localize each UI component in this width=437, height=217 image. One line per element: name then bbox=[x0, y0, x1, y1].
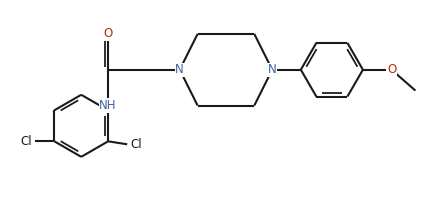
Text: Cl: Cl bbox=[130, 138, 142, 151]
Text: Cl: Cl bbox=[21, 135, 32, 148]
Text: O: O bbox=[104, 27, 113, 40]
Text: N: N bbox=[175, 63, 184, 76]
Text: N: N bbox=[268, 63, 277, 76]
Text: NH: NH bbox=[99, 99, 117, 112]
Text: O: O bbox=[387, 63, 396, 76]
